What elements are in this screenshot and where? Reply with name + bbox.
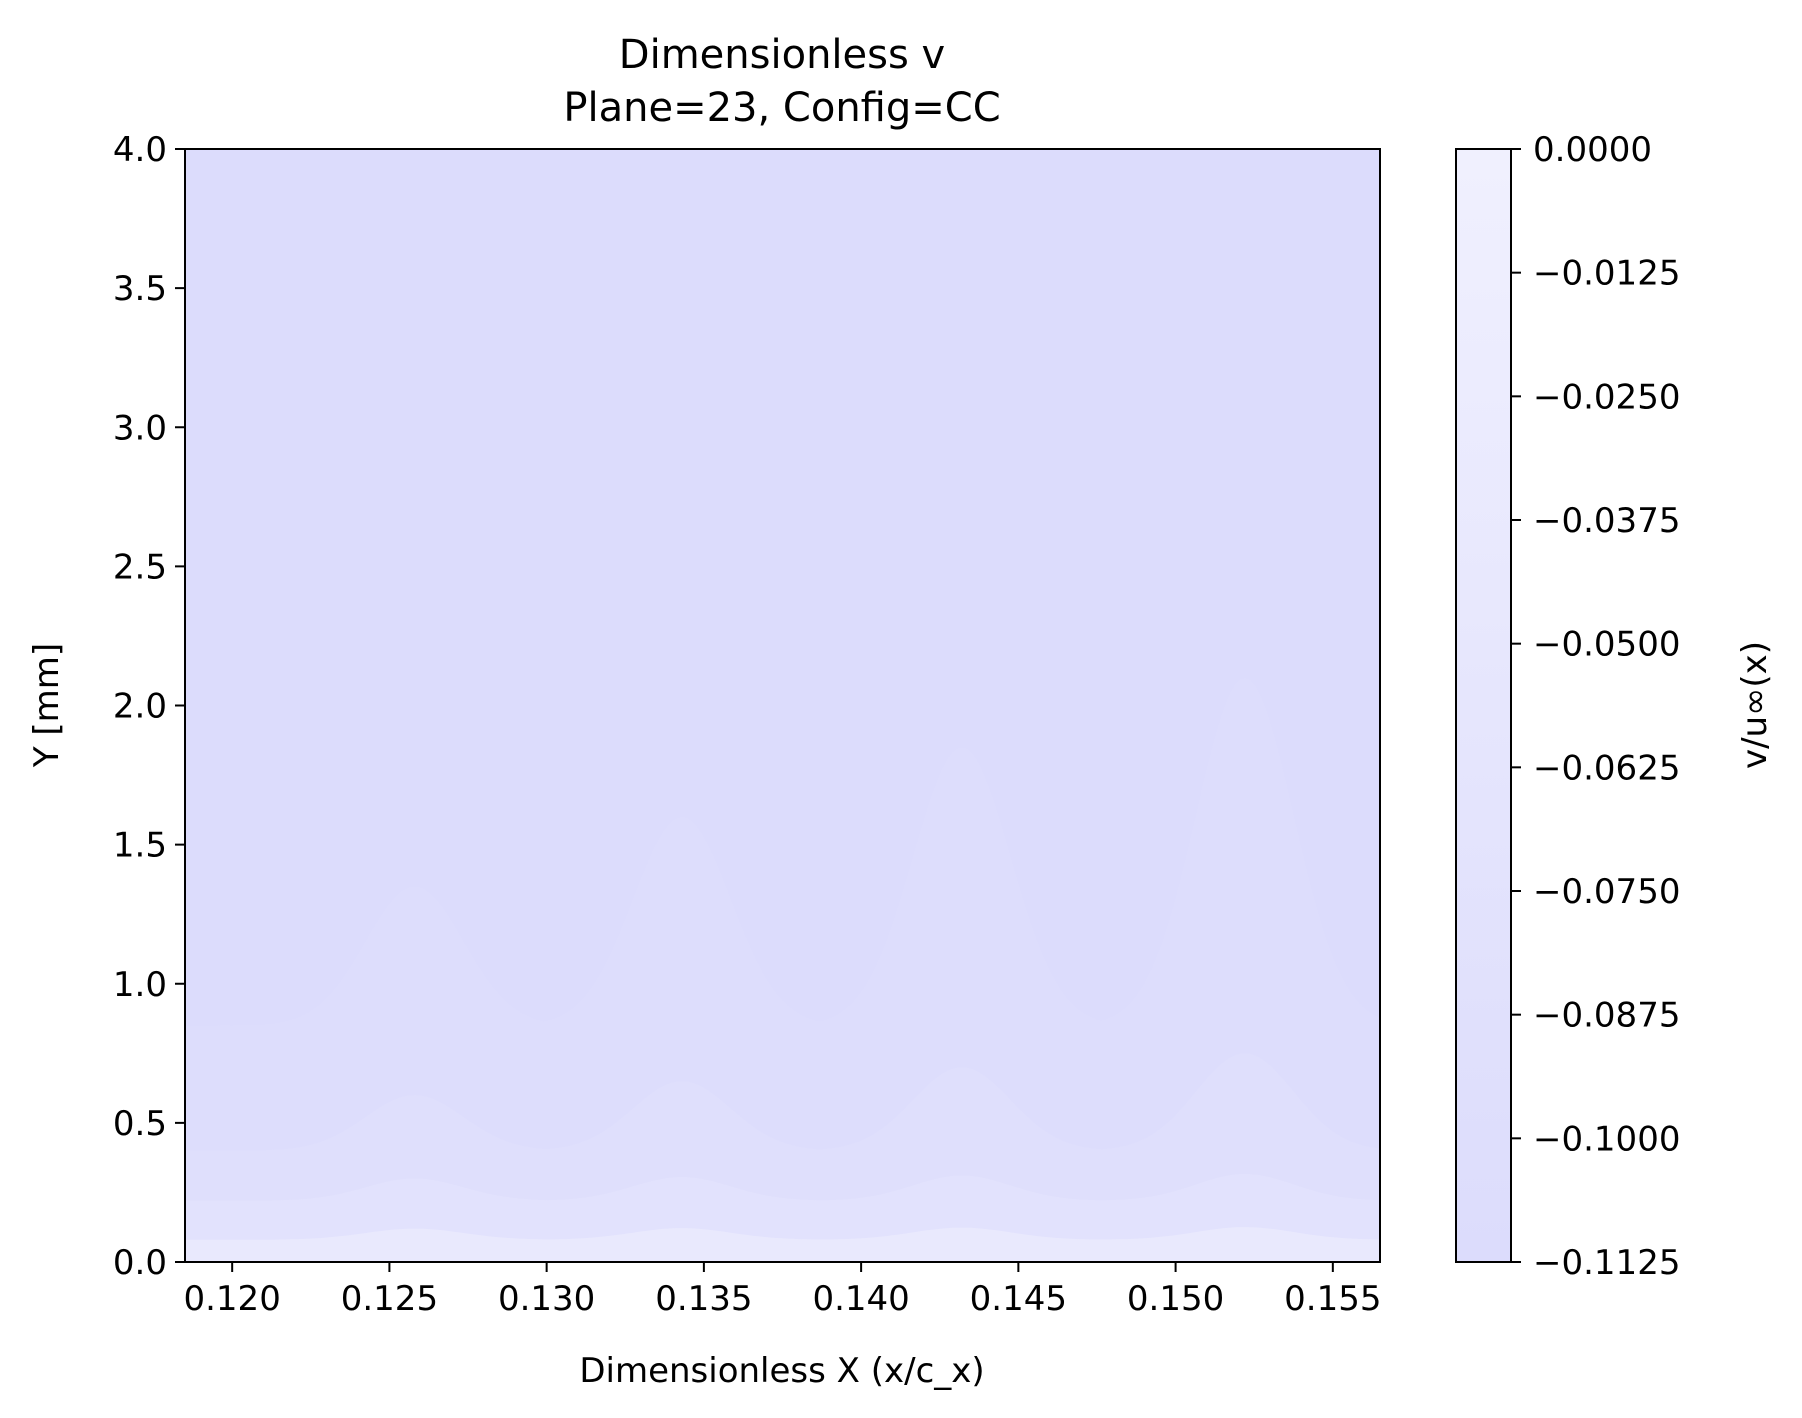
colorbar-tick-label: −0.0875 [1533, 996, 1680, 1036]
contour-band [185, 1227, 1380, 1262]
colorbar-tick-label: −0.0500 [1533, 625, 1680, 665]
y-tick-label: 1.5 [113, 826, 167, 866]
colorbar-tick-label: −0.1000 [1533, 1119, 1680, 1159]
contour-band [185, 677, 1380, 1262]
chart-title: Dimensionless v [619, 32, 945, 78]
y-axis-label: Y [mm] [27, 643, 67, 768]
y-axis: 0.0 0.5 1.0 1.5 2.0 2.5 3.0 3.5 4.0 [113, 130, 185, 1283]
y-tick-label: 0.0 [113, 1243, 167, 1283]
x-axis-label: Dimensionless X (x/c_x) [579, 1351, 984, 1391]
colorbar-label: v/u∞(x) [1735, 641, 1775, 769]
colorbar-tick-label: −0.0375 [1533, 501, 1680, 541]
y-tick-label: 0.5 [113, 1104, 167, 1144]
x-tick-label: 0.125 [341, 1279, 438, 1319]
y-tick-label: 2.0 [113, 687, 167, 727]
colorbar-tick-label: −0.1125 [1533, 1243, 1680, 1283]
y-tick-label: 3.0 [113, 408, 167, 448]
x-tick-label: 0.145 [970, 1279, 1067, 1319]
x-tick-label: 0.130 [498, 1279, 595, 1319]
y-tick-label: 1.0 [113, 965, 167, 1005]
y-tick-label: 2.5 [113, 547, 167, 587]
colorbar-tick-label: −0.0125 [1533, 254, 1680, 294]
x-tick-label: 0.150 [1127, 1279, 1224, 1319]
contour-fill [185, 149, 1380, 1262]
x-tick-label: 0.120 [183, 1279, 280, 1319]
x-tick-label: 0.135 [655, 1279, 752, 1319]
y-tick-label: 4.0 [113, 130, 167, 170]
colorbar-tick-label: 0.0000 [1533, 130, 1652, 170]
colorbar-tick-label: −0.0250 [1533, 377, 1680, 417]
colorbar-tick-label: −0.0625 [1533, 748, 1680, 788]
x-tick-label: 0.140 [812, 1279, 909, 1319]
colorbar [1455, 148, 1512, 1263]
x-tick-label: 0.155 [1284, 1279, 1381, 1319]
colorbar-axis: 0.0000 −0.0125 −0.0250 −0.0375 −0.0500 −0.062… [1511, 130, 1680, 1283]
chart-subtitle: Plane=23, Config=CC [563, 85, 1000, 131]
x-axis: 0.120 0.125 0.130 0.135 0.140 0.145 0.150 0.155 [183, 1262, 1382, 1319]
y-tick-label: 3.5 [113, 269, 167, 309]
colorbar-tick-label: −0.0750 [1533, 872, 1680, 912]
